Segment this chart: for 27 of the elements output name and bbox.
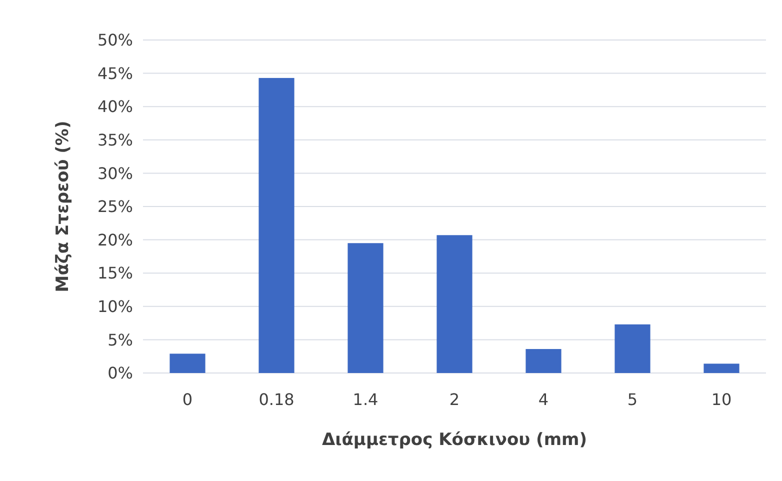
y-tick-label: 30% bbox=[97, 164, 133, 183]
y-axis-title: Μάζα Στερεού (%) bbox=[53, 120, 73, 292]
y-tick-label: 35% bbox=[97, 130, 133, 150]
x-axis-title: Διάμμετρος Κόσκινου (mm) bbox=[322, 430, 588, 450]
bar bbox=[348, 243, 384, 373]
y-tick-label: 40% bbox=[97, 97, 133, 116]
bar bbox=[170, 354, 206, 373]
y-tick-label: 0% bbox=[108, 364, 133, 383]
y-tick-label: 45% bbox=[97, 64, 133, 83]
y-tick-label: 5% bbox=[108, 330, 133, 350]
bar bbox=[704, 364, 740, 373]
bar bbox=[436, 235, 472, 373]
x-tick-label: 0 bbox=[182, 390, 193, 409]
x-tick-label: 1.4 bbox=[352, 390, 378, 409]
y-tick-label: 25% bbox=[97, 197, 133, 216]
bar bbox=[614, 324, 650, 373]
y-tick-label: 10% bbox=[97, 297, 133, 316]
y-tick-label: 50% bbox=[97, 30, 133, 50]
x-tick-label: 0.18 bbox=[258, 390, 294, 409]
bar bbox=[258, 78, 294, 373]
bar bbox=[526, 349, 562, 373]
x-tick-label: 5 bbox=[627, 390, 638, 409]
y-tick-label: 15% bbox=[97, 264, 133, 283]
x-tick-label: 10 bbox=[711, 390, 732, 409]
x-tick-label: 2 bbox=[449, 390, 460, 409]
x-tick-label: 4 bbox=[538, 390, 549, 409]
y-tick-label: 20% bbox=[97, 230, 133, 250]
